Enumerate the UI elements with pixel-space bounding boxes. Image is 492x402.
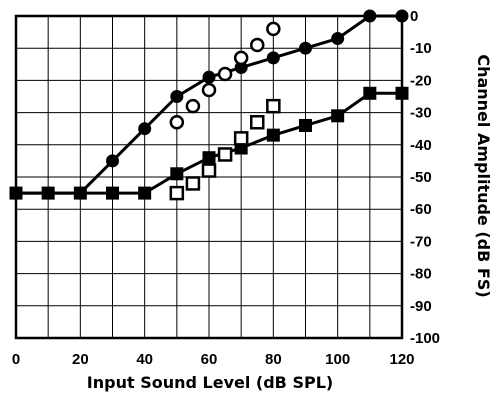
y-tick-label: 0 [410,8,418,25]
data-point-filled-circle [170,90,184,103]
data-point-open-circle [217,66,233,82]
data-point-filled-square [138,186,152,200]
data-point-filled-circle [395,9,409,23]
data-point-filled-square [331,109,345,123]
y-tick-label: -60 [410,201,432,218]
data-point-filled-square [106,186,119,200]
data-point-filled-square [170,167,184,181]
y-tick-label: -90 [410,298,432,315]
y-tick-label: -100 [410,330,440,347]
data-point-filled-square [299,118,312,132]
data-point-filled-square [363,86,377,100]
data-point-open-circle [201,82,217,98]
y-tick-label: -70 [410,233,432,250]
data-point-filled-circle [299,41,312,55]
y-tick-label: -40 [410,137,432,154]
x-tick-label: 60 [201,351,218,368]
grid [16,16,402,338]
y-tick-label: -50 [410,169,432,186]
data-point-filled-circle [106,154,119,168]
x-axis-tick-labels: 0 20 40 60 80 100 120 [12,351,415,368]
data-point-filled-square [202,151,216,165]
series-layer [9,9,409,201]
data-point-open-square [185,176,201,191]
x-tick-label: 100 [325,351,350,368]
y-axis-title: Channel Amplitude (dB FS) [474,54,492,297]
data-point-filled-circle [331,32,345,46]
data-point-open-circle [185,98,201,114]
data-point-filled-circle [138,122,152,136]
data-point-filled-square [9,186,23,200]
y-tick-label: -20 [410,72,432,89]
data-point-open-square [266,98,281,114]
x-tick-label: 120 [389,351,414,368]
series-2 [169,21,281,130]
data-point-open-circle [233,50,249,66]
x-tick-label: 40 [136,351,153,368]
data-point-open-circle [250,37,265,53]
data-point-filled-square [266,128,280,142]
data-point-filled-circle [363,9,377,23]
data-point-open-square [233,131,249,146]
data-point-open-square [250,115,265,130]
x-tick-label: 0 [12,351,20,368]
data-point-filled-circle [202,70,216,84]
x-axis-title: Input Sound Level (dB SPL) [87,373,333,392]
x-tick-label: 80 [265,351,282,368]
data-point-open-square [217,147,233,162]
data-point-open-square [169,185,185,201]
series-4 [169,98,281,201]
y-axis-tick-labels: 0 -10 -20 -30 -40 -50 -60 -70 -80 -90 -100 [410,8,440,347]
data-point-filled-square [73,186,87,200]
plot-area [14,14,404,340]
data-point-open-circle [266,21,281,37]
data-point-open-circle [169,115,185,130]
y-tick-label: -80 [410,266,432,283]
data-point-open-square [201,163,217,178]
data-point-filled-square [41,186,55,200]
data-point-filled-square [395,86,409,100]
y-tick-label: -30 [410,105,432,122]
y-tick-label: -10 [410,40,432,57]
x-tick-label: 20 [72,351,89,368]
series-3 [9,86,409,200]
data-point-filled-circle [266,51,280,65]
